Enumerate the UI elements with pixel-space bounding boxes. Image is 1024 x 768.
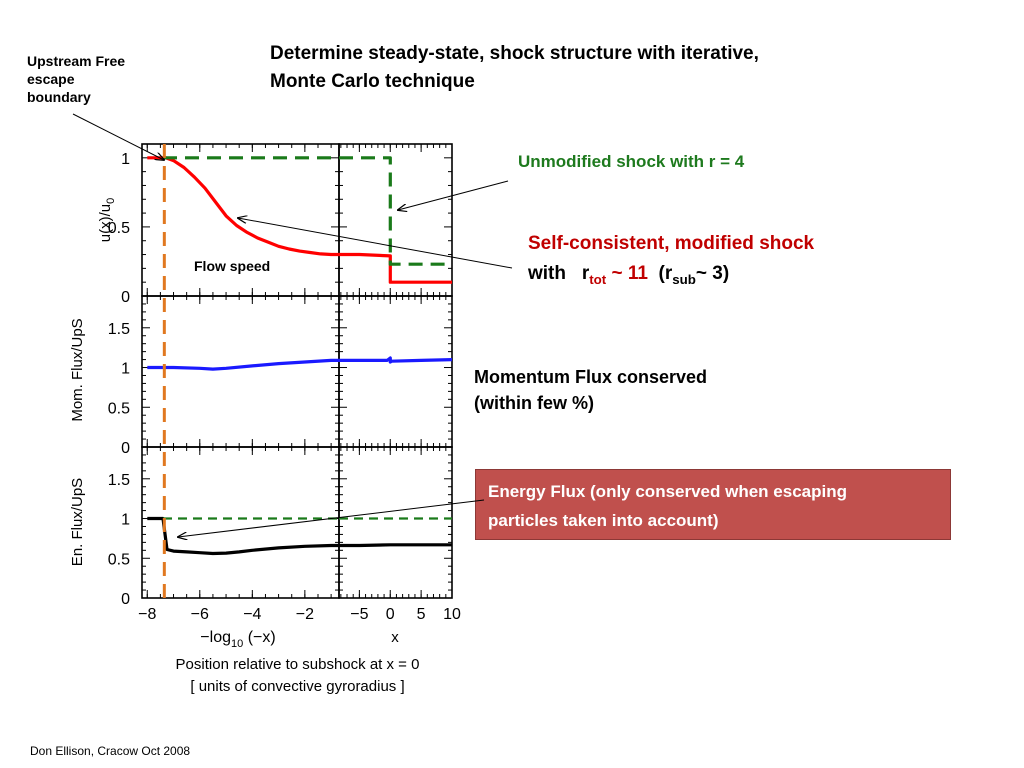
- energy-line-2: particles taken into account): [488, 511, 719, 530]
- bot-y-tick-label: 1.5: [108, 472, 130, 489]
- top-y-tick-label: 0.5: [108, 220, 130, 237]
- right-x-tick-label: 10: [443, 606, 461, 623]
- mid-panel-right-frame: [338, 295, 453, 448]
- self-consistent-line-1: Self-consistent, modified shock: [528, 233, 815, 254]
- bot-y-tick-label: 0.5: [108, 551, 130, 568]
- flow-speed-curve-left: [147, 156, 339, 257]
- energy-line-1: Energy Flux (only conserved when escapin…: [488, 482, 847, 501]
- self-rsub-close: ~ 3): [695, 263, 730, 284]
- self-consistent-label: Self-consistent, modified shock with rto…: [528, 229, 814, 295]
- title-line-2: Monte Carlo technique: [270, 71, 475, 92]
- unmodified-shock-label: Unmodified shock with r = 4: [518, 152, 745, 171]
- self-r: r: [581, 263, 590, 284]
- momentum-line-2: (within few %): [474, 393, 594, 413]
- energy-flux-curve-left: [147, 516, 339, 556]
- bot-panel-right-frame: [338, 446, 453, 599]
- right-x-tick-label: 5: [417, 606, 426, 623]
- upstream-label-line-2: escape: [27, 71, 75, 87]
- self-rsub-open: (r: [658, 263, 673, 284]
- mid-y-tick-label: 1.5: [108, 321, 130, 338]
- position-line-2: [ units of convective gyroradius ]: [190, 678, 405, 695]
- unmodified-shock-dashed-right: [339, 156, 452, 266]
- self-with: with: [528, 263, 566, 284]
- mid-y-tick-label: 0.5: [108, 400, 130, 417]
- self-sub-sub: sub: [672, 271, 696, 287]
- unmodified-arrow: [398, 180, 509, 210]
- left-x-tick-label: −4: [243, 606, 261, 623]
- right-x-axis-label: x: [391, 629, 399, 646]
- top-y-tick-label: 0: [121, 289, 130, 306]
- slide-title: Determine steady-state, shock structure …: [270, 40, 910, 96]
- upstream-arrow: [72, 113, 164, 160]
- bot-y-tick-label: 0: [121, 591, 130, 608]
- footer-credit: Don Ellison, Cracow Oct 2008: [30, 744, 191, 758]
- position-line-1: Position relative to subshock at x = 0: [175, 656, 420, 673]
- upstream-boundary-label: Upstream Free escape boundary: [27, 52, 167, 106]
- selfconsistent-arrow: [238, 218, 513, 269]
- momentum-line-1: Momentum Flux conserved: [474, 367, 708, 387]
- upstream-label-line-1: Upstream Free: [27, 53, 126, 69]
- title-line-1: Determine steady-state, shock structure …: [270, 43, 759, 64]
- flow-speed-curve-right: [339, 252, 452, 284]
- self-tot-value: ~ 11: [606, 263, 648, 284]
- left-x-tick-label: −2: [296, 606, 314, 623]
- self-consistent-line-2: with rtot ~ 11 (rsub~ 3): [528, 259, 814, 295]
- position-caption: Position relative to subshock at x = 0 […: [110, 654, 485, 698]
- top-y-axis-label: u(x)/u0: [97, 198, 117, 242]
- right-x-tick-label: 0: [386, 606, 395, 623]
- upstream-label-line-3: boundary: [27, 89, 91, 105]
- momentum-flux-curve-left: [147, 358, 339, 371]
- left-x-tick-label: −8: [138, 606, 156, 623]
- left-x-tick-label: −6: [191, 606, 209, 623]
- mid-y-axis-label: Mom. Flux/UpS: [69, 318, 86, 421]
- mid-y-tick-label: 1: [121, 361, 130, 378]
- left-x-axis-label: −log10 (−x): [200, 629, 275, 650]
- momentum-flux-label: Momentum Flux conserved (within few %): [474, 364, 707, 416]
- energy-arrow: [178, 499, 485, 537]
- mid-y-tick-label: 0: [121, 440, 130, 457]
- top-y-tick-label: 1: [121, 151, 130, 168]
- right-x-tick-label: −5: [350, 606, 368, 623]
- energy-flux-box: Energy Flux (only conserved when escapin…: [475, 469, 951, 540]
- flow-speed-label: Flow speed: [194, 258, 270, 274]
- top-panel-right-frame: [338, 143, 453, 297]
- momentum-flux-curve-right: [339, 356, 453, 364]
- self-tot-sub: tot: [589, 271, 607, 287]
- bot-y-axis-label: En. Flux/UpS: [69, 478, 86, 566]
- mid-panel-left-frame: [141, 295, 340, 448]
- energy-flux-curve-right: [339, 543, 452, 548]
- bot-y-tick-label: 1: [121, 512, 130, 529]
- bot-panel-left-frame: [141, 446, 340, 599]
